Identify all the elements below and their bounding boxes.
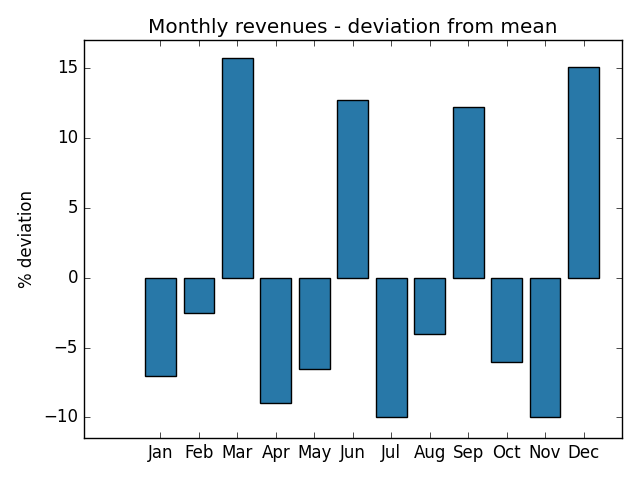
Bar: [492, 277, 522, 361]
Bar: [184, 277, 214, 312]
Bar: [260, 277, 291, 404]
Y-axis label: % deviation: % deviation: [18, 190, 36, 288]
Bar: [145, 277, 176, 375]
Bar: [376, 277, 406, 418]
Bar: [452, 107, 484, 277]
Title: Monthly revenues - deviation from mean: Monthly revenues - deviation from mean: [148, 18, 557, 37]
Bar: [299, 277, 330, 369]
Bar: [337, 100, 368, 277]
Bar: [530, 277, 561, 418]
Bar: [568, 67, 599, 277]
Bar: [222, 58, 253, 277]
Bar: [414, 277, 445, 334]
